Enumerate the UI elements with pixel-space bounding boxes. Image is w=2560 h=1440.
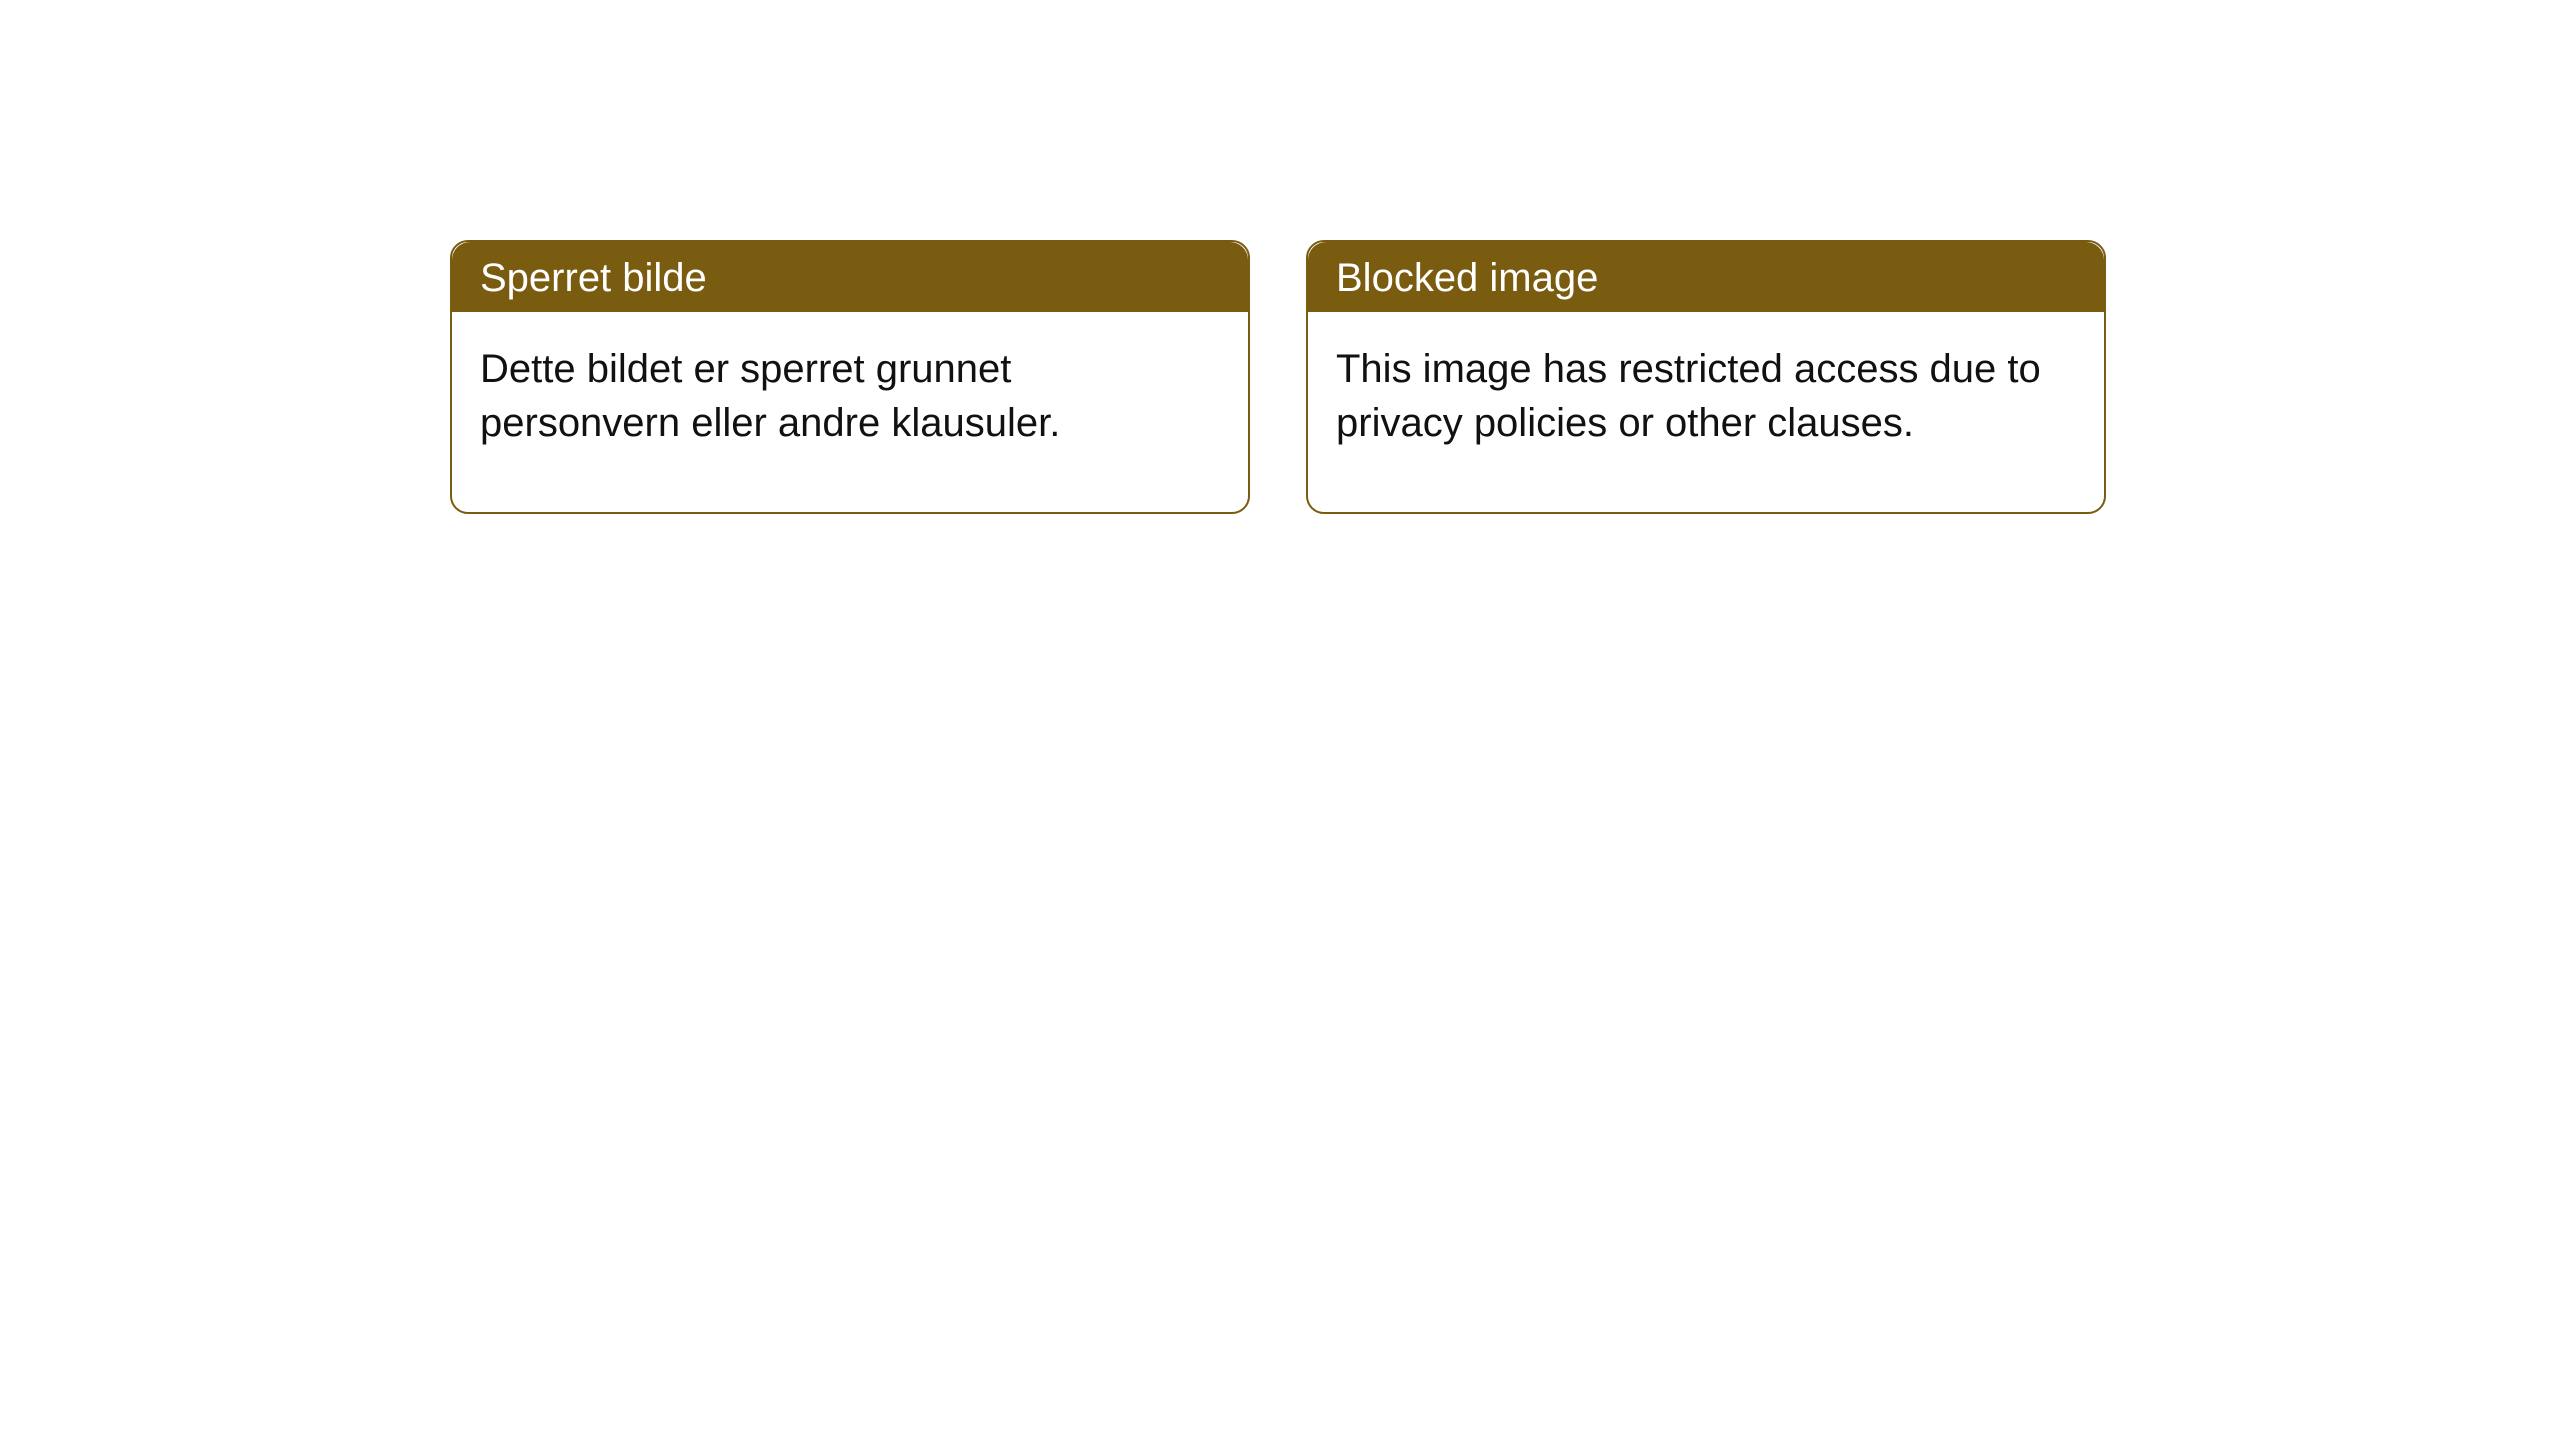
card-header: Sperret bilde: [452, 242, 1248, 312]
card-body: This image has restricted access due to …: [1308, 312, 2104, 512]
card-header: Blocked image: [1308, 242, 2104, 312]
card-body: Dette bildet er sperret grunnet personve…: [452, 312, 1248, 512]
blocked-image-card-en: Blocked image This image has restricted …: [1306, 240, 2106, 514]
blocked-image-card-no: Sperret bilde Dette bildet er sperret gr…: [450, 240, 1250, 514]
notice-card-row: Sperret bilde Dette bildet er sperret gr…: [0, 0, 2560, 514]
